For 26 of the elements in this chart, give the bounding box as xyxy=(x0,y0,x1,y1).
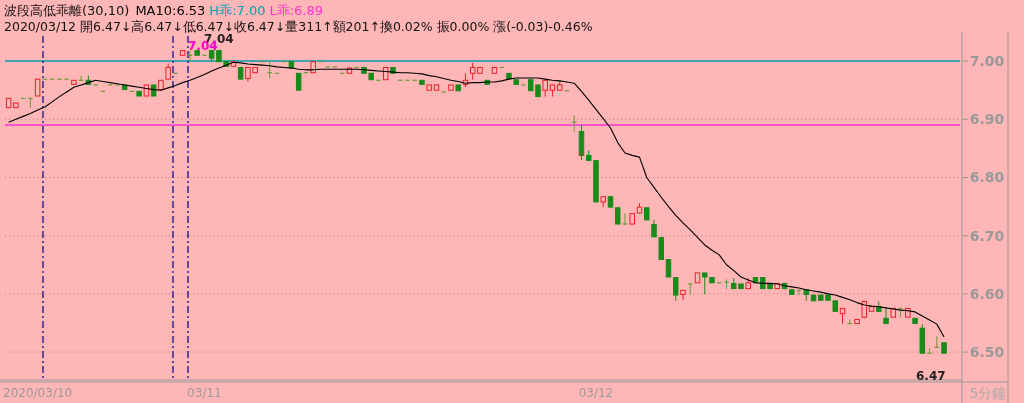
candlestick xyxy=(723,278,730,290)
line-series xyxy=(8,61,945,338)
y-tick-label: 6.60 xyxy=(969,285,1005,302)
candlestick xyxy=(578,124,585,161)
chart-subtitle: 2020/03/12 開6.47↓高6.47↓低6.47↓收6.47↓量311↑額201↑換0.02% 振0.00% 漲(-0.03)-0.46% xyxy=(4,19,593,34)
y-tick-label: 6.70 xyxy=(969,227,1005,244)
x-tick-label: 03/11 xyxy=(187,386,222,400)
candlestick xyxy=(883,307,889,325)
x-tick-label: 03/12 xyxy=(578,386,614,400)
x-tick-label: 2020/03/10 xyxy=(3,386,73,400)
candlestick xyxy=(27,97,34,109)
text: MA10:6.53 xyxy=(135,3,206,18)
y-tick-label: 6.50 xyxy=(969,344,1005,361)
candlestick xyxy=(680,289,686,301)
candlestick xyxy=(673,277,679,302)
y-tick-label: 6.80 xyxy=(969,169,1005,186)
candlestick xyxy=(658,236,664,261)
ref-line-label: H乖:7.00 xyxy=(209,3,266,18)
chart-title: 波段高低乖離(30,10) xyxy=(4,3,130,18)
candlestick xyxy=(687,283,694,295)
y-tick-label: 7.00 xyxy=(969,53,1005,70)
ref-line-label: L乖:6.89 xyxy=(269,3,324,18)
x-axis-title: 5分鐘 xyxy=(969,385,1007,401)
y-tick-label: 6.90 xyxy=(969,111,1005,128)
annotation: 6.47 xyxy=(916,369,946,383)
candlestick xyxy=(622,213,628,226)
